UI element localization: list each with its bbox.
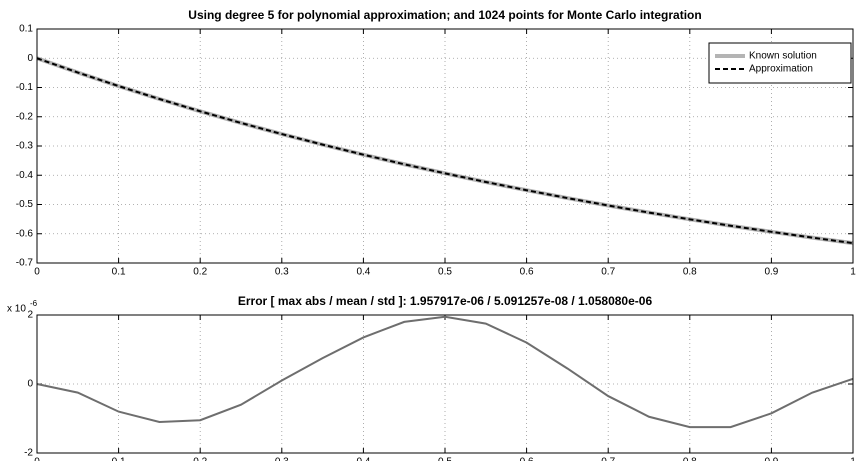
- y-tick-label: 2: [27, 310, 33, 321]
- x-tick-label: 0.4: [356, 457, 370, 461]
- y-tick-label: 0: [27, 53, 33, 64]
- x-tick-label: 0.2: [193, 457, 207, 461]
- x-tick-label: 0.5: [438, 457, 452, 461]
- y-multiplier: x 10: [7, 304, 26, 315]
- x-tick-label: 0.9: [764, 457, 778, 461]
- data-line: [36, 315, 854, 429]
- x-tick-label: 0.8: [683, 457, 697, 461]
- y-tick-label: -0.1: [16, 82, 34, 93]
- x-tick-label: 0: [34, 267, 40, 278]
- y-multiplier-exponent: -6: [30, 299, 38, 308]
- axes-box: [36, 314, 854, 454]
- x-tick-label: 0.6: [520, 457, 534, 461]
- y-tick-label: -0.3: [16, 141, 34, 152]
- axes-box: [36, 28, 854, 264]
- x-tick-label: 0.8: [683, 267, 697, 278]
- chart-title: Error [ max abs / mean / std ]: 1.957917…: [238, 294, 653, 308]
- y-tick-label: -0.4: [16, 170, 34, 181]
- chart-title: Using degree 5 for polynomial approximat…: [188, 8, 701, 22]
- x-tick-label: 0.3: [275, 267, 289, 278]
- y-tick-label: -0.2: [16, 111, 34, 122]
- y-tick-label: -2: [24, 448, 33, 459]
- x-tick-label: 0.1: [112, 267, 126, 278]
- x-tick-label: 0.7: [601, 457, 615, 461]
- x-tick-label: 0.2: [193, 267, 207, 278]
- x-tick-label: 0.4: [356, 267, 370, 278]
- legend-label: Approximation: [749, 64, 813, 75]
- y-tick-label: -0.5: [16, 199, 34, 210]
- x-tick-label: 0.1: [112, 457, 126, 461]
- x-tick-label: 0.7: [601, 267, 615, 278]
- y-tick-label: -0.7: [16, 258, 34, 269]
- x-tick-label: 0.9: [764, 267, 778, 278]
- y-tick-label: -0.6: [16, 228, 34, 239]
- y-tick-label: 0: [27, 379, 33, 390]
- legend-label: Known solution: [749, 51, 817, 62]
- data-line: [36, 57, 854, 245]
- x-tick-label: 1: [850, 457, 856, 461]
- x-tick-label: 0.3: [275, 457, 289, 461]
- x-tick-label: 0.5: [438, 267, 452, 278]
- x-tick-label: 0.6: [520, 267, 534, 278]
- x-tick-label: 0: [34, 457, 40, 461]
- legend-box: [708, 42, 852, 84]
- x-tick-label: 1: [850, 267, 856, 278]
- y-tick-label: 0.1: [19, 24, 33, 35]
